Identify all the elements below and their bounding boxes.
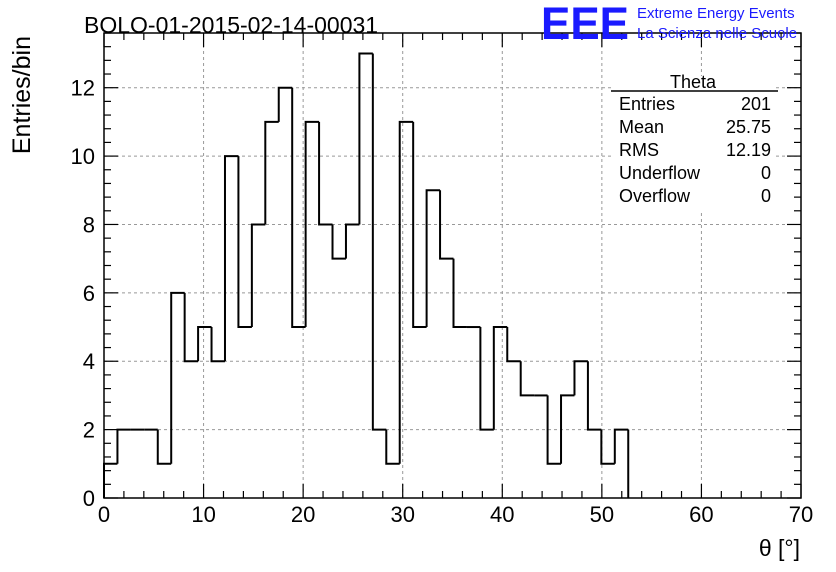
histogram-series bbox=[103, 52, 630, 498]
histogram-bin bbox=[318, 121, 333, 226]
x-tick-label: 50 bbox=[590, 502, 614, 527]
histogram-bin bbox=[412, 121, 427, 329]
y-axis-label: Entries/bin bbox=[8, 36, 36, 154]
histogram-bin bbox=[170, 291, 185, 464]
x-tick-label: 40 bbox=[490, 502, 514, 527]
histogram-bin bbox=[250, 223, 266, 328]
histogram-bin bbox=[492, 326, 508, 430]
eee-logo: EEE Extreme Energy Events La Scienza nel… bbox=[541, 0, 797, 49]
histogram-bin bbox=[546, 395, 562, 465]
logo-line-2: La Scienza nelle Scuole bbox=[637, 25, 797, 42]
histogram-bin bbox=[371, 53, 387, 431]
stats-value: 0 bbox=[761, 163, 771, 183]
stats-label: RMS bbox=[619, 140, 659, 160]
histogram-bin bbox=[103, 462, 118, 498]
histogram-bin bbox=[586, 361, 602, 431]
stats-value: 12.19 bbox=[726, 140, 771, 160]
logo-line-1: Extreme Energy Events bbox=[637, 5, 795, 22]
histogram-bin bbox=[613, 428, 629, 464]
x-tick-label: 20 bbox=[291, 502, 315, 527]
stats-value: 201 bbox=[741, 94, 771, 114]
histogram-bin bbox=[264, 120, 279, 225]
y-tick-label: 10 bbox=[71, 144, 95, 169]
histogram-bin bbox=[506, 327, 521, 363]
logo-mark: EEE bbox=[541, 0, 629, 49]
histogram-bin bbox=[560, 394, 575, 464]
y-tick-label: 0 bbox=[83, 486, 95, 511]
x-tick-label: 70 bbox=[789, 502, 813, 527]
histogram-bin bbox=[197, 326, 212, 362]
histogram-bin bbox=[156, 429, 172, 465]
y-tick-label: 2 bbox=[83, 418, 95, 443]
stats-box-bg bbox=[611, 76, 776, 210]
x-tick-label: 0 bbox=[98, 502, 110, 527]
histogram-bin bbox=[223, 155, 239, 362]
stats-row: Mean 25.75 bbox=[619, 117, 771, 137]
axis-ticks bbox=[103, 32, 802, 499]
histogram-bin bbox=[452, 258, 467, 329]
histogram-bin bbox=[479, 327, 494, 431]
stats-label: Underflow bbox=[619, 163, 701, 183]
histogram-bin bbox=[237, 156, 252, 329]
y-tick-label: 4 bbox=[83, 349, 95, 374]
stats-row: Underflow 0 bbox=[619, 163, 771, 183]
histogram-bin bbox=[331, 224, 346, 260]
histogram-bin bbox=[425, 189, 441, 328]
stats-row: RMS 12.19 bbox=[619, 140, 771, 160]
stats-title: Theta bbox=[670, 72, 717, 92]
stats-box: Theta Entries 201 Mean 25.75 RMS 12.19 U… bbox=[611, 72, 778, 210]
histogram-bin bbox=[183, 292, 199, 363]
histogram-bin bbox=[439, 190, 454, 260]
stats-value: 0 bbox=[761, 186, 771, 206]
stats-label: Entries bbox=[619, 94, 675, 114]
y-tick-label: 6 bbox=[83, 281, 95, 306]
x-tick-label: 10 bbox=[191, 502, 215, 527]
histogram-bin bbox=[291, 87, 306, 329]
y-tick-label: 12 bbox=[71, 76, 95, 101]
histogram-bin bbox=[358, 52, 373, 225]
histogram-bin bbox=[519, 361, 535, 397]
histogram-bin bbox=[304, 120, 320, 328]
histogram-bin bbox=[398, 120, 414, 464]
histogram-bin bbox=[385, 429, 400, 465]
histogram-bin bbox=[344, 223, 360, 259]
y-tick-label: 8 bbox=[83, 212, 95, 237]
stats-label: Overflow bbox=[619, 186, 691, 206]
histogram-bin bbox=[116, 428, 131, 464]
stats-value: 25.75 bbox=[726, 117, 771, 137]
stats-row: Overflow 0 bbox=[619, 186, 771, 206]
x-axis-label: θ [°] bbox=[759, 535, 800, 561]
chart-title: BOLO-01-2015-02-14-00031 bbox=[84, 12, 378, 38]
stats-row: Entries 201 bbox=[619, 94, 771, 114]
histogram-bin bbox=[210, 327, 225, 363]
x-tick-label: 60 bbox=[689, 502, 713, 527]
histogram-bin bbox=[573, 360, 588, 396]
stats-label: Mean bbox=[619, 117, 664, 137]
axis-tick-labels: 0 10 20 30 40 50 60 70 0 2 4 6 8 10 12 bbox=[71, 76, 814, 527]
histogram-bin bbox=[600, 429, 615, 465]
x-tick-label: 30 bbox=[390, 502, 414, 527]
histogram-bin bbox=[277, 86, 293, 122]
